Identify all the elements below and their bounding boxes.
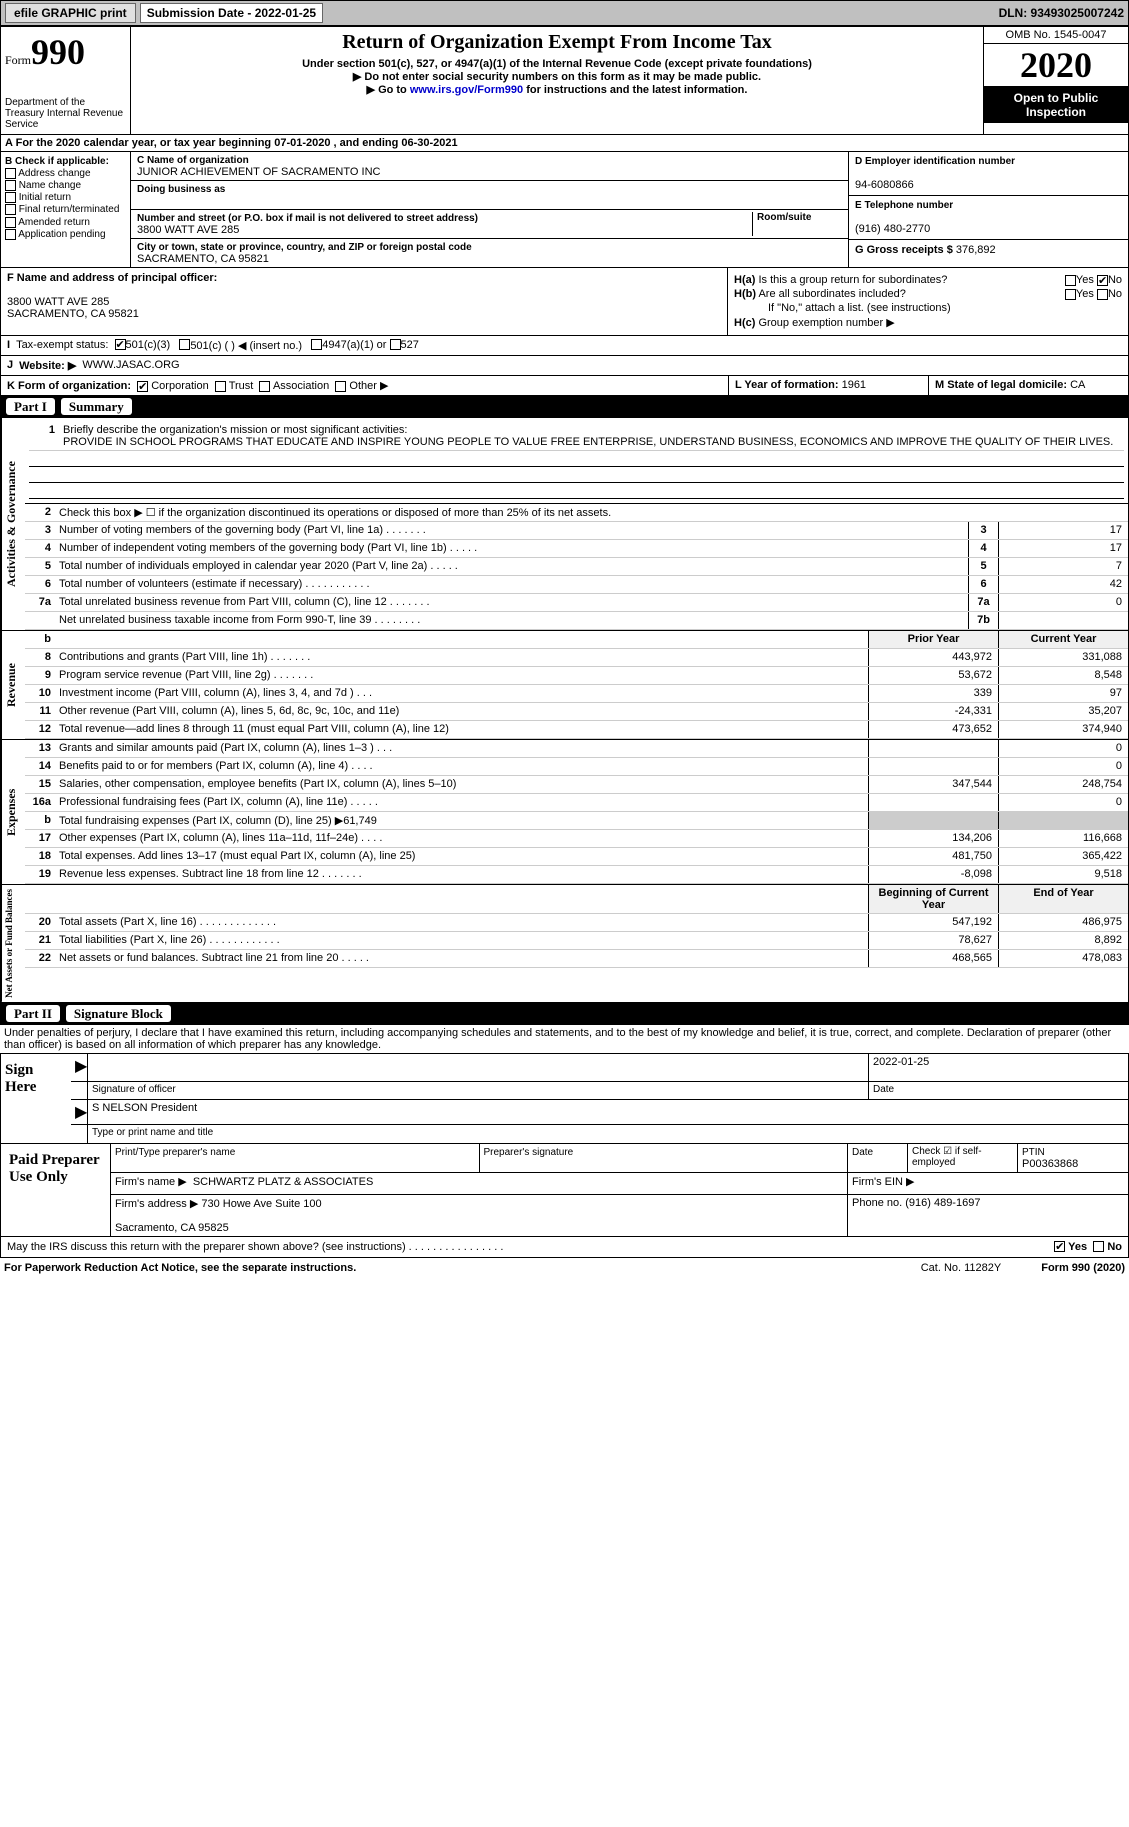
- side-netassets: Net Assets or Fund Balances: [1, 885, 25, 1002]
- table-row: 6Total number of volunteers (estimate if…: [25, 576, 1128, 594]
- tax-year: 2020: [984, 44, 1128, 87]
- chk-app-pending[interactable]: [5, 229, 16, 240]
- table-row: 19Revenue less expenses. Subtract line 1…: [25, 866, 1128, 884]
- chk-name-change[interactable]: [5, 180, 16, 191]
- ha-yes[interactable]: [1065, 275, 1076, 286]
- table-row: 18Total expenses. Add lines 13–17 (must …: [25, 848, 1128, 866]
- dln: DLN: 93493025007242: [999, 6, 1124, 20]
- table-row: bTotal fundraising expenses (Part IX, co…: [25, 812, 1128, 830]
- table-row: 7aTotal unrelated business revenue from …: [25, 594, 1128, 612]
- tax-period: A For the 2020 calendar year, or tax yea…: [0, 135, 1129, 152]
- summary-gov: Activities & Governance 1Briefly describ…: [0, 418, 1129, 631]
- irs-link[interactable]: www.irs.gov/Form990: [410, 84, 523, 96]
- chk-4947[interactable]: [311, 339, 322, 350]
- table-row: 11Other revenue (Part VIII, column (A), …: [25, 703, 1128, 721]
- chk-other[interactable]: [335, 381, 346, 392]
- public-inspection: Open to Public Inspection: [984, 87, 1128, 123]
- table-row: 13Grants and similar amounts paid (Part …: [25, 740, 1128, 758]
- subtitle-1: Under section 501(c), 527, or 4947(a)(1)…: [139, 58, 975, 70]
- summary-exp: Expenses 13Grants and similar amounts pa…: [0, 740, 1129, 885]
- section-DE: D Employer identification number94-60808…: [848, 152, 1128, 267]
- table-row: 21Total liabilities (Part X, line 26) . …: [25, 932, 1128, 950]
- table-row: 15Salaries, other compensation, employee…: [25, 776, 1128, 794]
- city-state-zip: SACRAMENTO, CA 95821: [137, 253, 269, 265]
- section-B: B Check if applicable: Address change Na…: [1, 152, 131, 267]
- org-name: JUNIOR ACHIEVEMENT OF SACRAMENTO INC: [137, 166, 380, 178]
- discuss-no[interactable]: [1093, 1241, 1104, 1252]
- side-expenses: Expenses: [1, 740, 25, 884]
- form-title: Return of Organization Exempt From Incom…: [139, 31, 975, 54]
- chk-address-change[interactable]: [5, 168, 16, 179]
- penalty-text: Under penalties of perjury, I declare th…: [0, 1025, 1129, 1053]
- arrow-icon: ▶: [71, 1100, 87, 1124]
- subtitle-3: Go to www.irs.gov/Form990 for instructio…: [139, 83, 975, 96]
- hb-yes[interactable]: [1065, 289, 1076, 300]
- form-label: Form: [5, 53, 31, 67]
- section-F: F Name and address of principal officer:…: [1, 268, 728, 335]
- table-row: 9Program service revenue (Part VIII, lin…: [25, 667, 1128, 685]
- table-row: 12Total revenue—add lines 8 through 11 (…: [25, 721, 1128, 739]
- hb-no[interactable]: [1097, 289, 1108, 300]
- table-row: 17Other expenses (Part IX, column (A), l…: [25, 830, 1128, 848]
- table-row: 4Number of independent voting members of…: [25, 540, 1128, 558]
- firm-name: SCHWARTZ PLATZ & ASSOCIATES: [193, 1176, 374, 1188]
- chk-501c[interactable]: [179, 339, 190, 350]
- table-row: Net unrelated business taxable income fr…: [25, 612, 1128, 630]
- chk-501c3[interactable]: [115, 339, 126, 350]
- chk-final-return[interactable]: [5, 204, 16, 215]
- ha-no[interactable]: [1097, 275, 1108, 286]
- arrow-icon: ▶: [71, 1054, 87, 1081]
- paid-preparer-block: Paid Preparer Use Only Print/Type prepar…: [0, 1144, 1129, 1237]
- may-discuss-row: May the IRS discuss this return with the…: [0, 1237, 1129, 1258]
- chk-trust[interactable]: [215, 381, 226, 392]
- ptin: P00363868: [1022, 1158, 1078, 1170]
- chk-amended[interactable]: [5, 217, 16, 228]
- chk-assoc[interactable]: [259, 381, 270, 392]
- form-number: 990: [31, 32, 85, 72]
- part2-header: Part IISignature Block: [0, 1003, 1129, 1025]
- subtitle-2: Do not enter social security numbers on …: [139, 70, 975, 83]
- summary-netassets: Net Assets or Fund Balances Beginning of…: [0, 885, 1129, 1003]
- chk-corp[interactable]: [137, 381, 148, 392]
- omb-number: OMB No. 1545-0047: [984, 27, 1128, 44]
- table-row: 22Net assets or fund balances. Subtract …: [25, 950, 1128, 968]
- row-I: ITax-exempt status: 501(c)(3) 501(c) ( )…: [0, 336, 1129, 356]
- footer: For Paperwork Reduction Act Notice, see …: [0, 1258, 1129, 1278]
- block-bcde: B Check if applicable: Address change Na…: [0, 152, 1129, 268]
- officer-name: S NELSON President: [87, 1100, 1128, 1124]
- top-toolbar: efile GRAPHIC print Submission Date - 20…: [0, 0, 1129, 26]
- table-row: 3Number of voting members of the governi…: [25, 522, 1128, 540]
- submission-date: Submission Date - 2022-01-25: [140, 3, 323, 23]
- mission-text: PROVIDE IN SCHOOL PROGRAMS THAT EDUCATE …: [63, 436, 1113, 448]
- discuss-yes[interactable]: [1054, 1241, 1065, 1252]
- chk-527[interactable]: [390, 339, 401, 350]
- telephone: (916) 480-2770: [855, 223, 930, 235]
- table-row: 5Total number of individuals employed in…: [25, 558, 1128, 576]
- table-row: 8Contributions and grants (Part VIII, li…: [25, 649, 1128, 667]
- row-KLM: K Form of organization: Corporation Trus…: [0, 376, 1129, 396]
- table-row: 10Investment income (Part VIII, column (…: [25, 685, 1128, 703]
- chk-initial-return[interactable]: [5, 192, 16, 203]
- row-J: JWebsite: ▶ WWW.JASAC.ORG: [0, 356, 1129, 376]
- firm-phone: (916) 489-1697: [905, 1197, 980, 1209]
- summary-rev: Revenue bPrior YearCurrent Year 8Contrib…: [0, 631, 1129, 740]
- table-row: 20Total assets (Part X, line 16) . . . .…: [25, 914, 1128, 932]
- website: WWW.JASAC.ORG: [82, 359, 179, 372]
- street-address: 3800 WATT AVE 285: [137, 224, 239, 236]
- table-row: 14Benefits paid to or for members (Part …: [25, 758, 1128, 776]
- side-governance: Activities & Governance: [1, 418, 25, 630]
- efile-print-btn[interactable]: efile GRAPHIC print: [5, 3, 136, 23]
- section-C: C Name of organizationJUNIOR ACHIEVEMENT…: [131, 152, 848, 267]
- side-revenue: Revenue: [1, 631, 25, 739]
- part1-header: Part ISummary: [0, 396, 1129, 418]
- sign-here-block: Sign Here ▶ 2022-01-25 Signature of offi…: [0, 1053, 1129, 1144]
- form-header: Form990 Department of the Treasury Inter…: [0, 26, 1129, 135]
- ein: 94-6080866: [855, 179, 914, 191]
- table-row: 16aProfessional fundraising fees (Part I…: [25, 794, 1128, 812]
- block-fh: F Name and address of principal officer:…: [0, 268, 1129, 336]
- section-H: H(a) Is this a group return for subordin…: [728, 268, 1128, 335]
- gross-receipts: 376,892: [956, 244, 996, 256]
- dept-treasury: Department of the Treasury Internal Reve…: [5, 97, 126, 130]
- sig-date-val: 2022-01-25: [873, 1056, 929, 1068]
